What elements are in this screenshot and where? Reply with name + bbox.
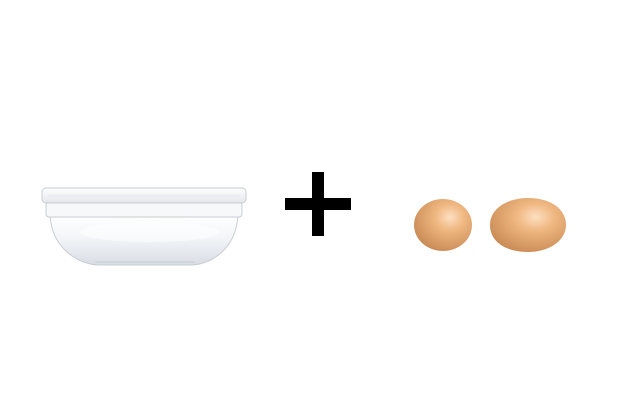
plus-icon (285, 172, 351, 236)
bowl-icon (41, 187, 247, 266)
egg-icon (414, 199, 472, 251)
egg-icon (490, 198, 566, 252)
